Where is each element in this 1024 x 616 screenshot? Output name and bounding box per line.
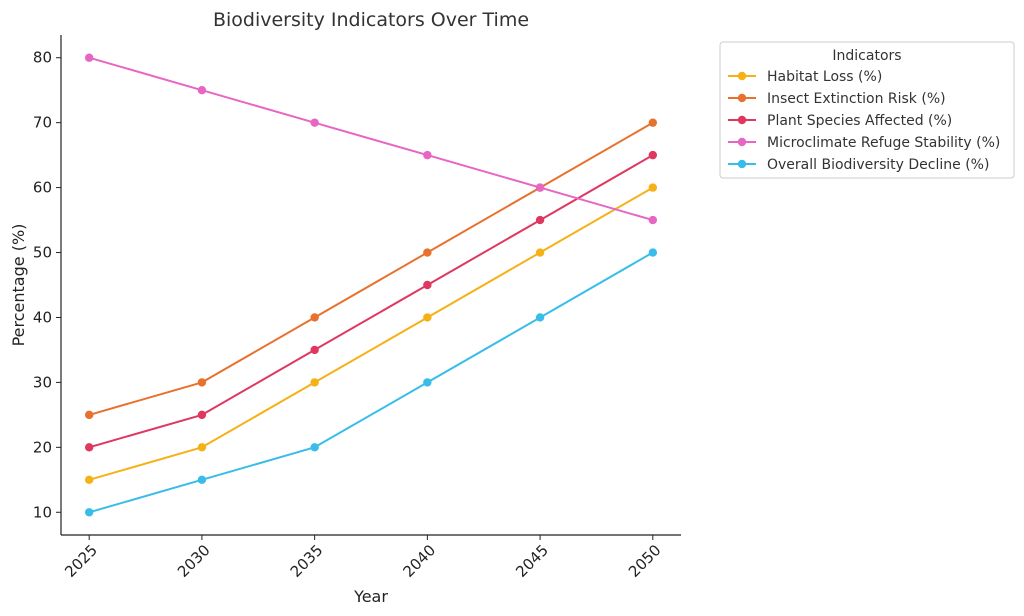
series-line: [88, 154, 654, 449]
series-4: [84, 53, 658, 225]
data-point: [197, 475, 207, 485]
y-tick-label: 30: [33, 373, 52, 391]
series-1: [84, 183, 658, 485]
chart-title: Biodiversity Indicators Over Time: [213, 9, 529, 31]
y-axis-ticks: 10 20 30 40 50 60 70 80: [33, 49, 61, 521]
y-axis-title: Percentage (%): [9, 224, 28, 347]
legend-entries: Habitat Loss (%) Insect Extinction Risk (…: [728, 69, 1000, 173]
series-line: [88, 56, 654, 222]
legend-marker: [737, 93, 747, 103]
legend-entry: Plant Species Affected (%): [728, 113, 952, 129]
x-tick-label: 2030: [174, 541, 214, 581]
data-point: [648, 248, 658, 257]
legend-label: Microclimate Refuge Stability (%): [767, 135, 1000, 151]
data-point: [197, 378, 207, 387]
x-axis-ticks: 2025 2030 2035 2040 2045 2050: [61, 535, 665, 581]
x-tick-label: 2025: [61, 541, 101, 581]
data-point: [84, 443, 94, 452]
data-point: [310, 118, 319, 127]
data-point: [535, 183, 545, 192]
data-point: [84, 475, 94, 485]
data-point: [648, 150, 658, 160]
data-point: [310, 378, 319, 387]
y-tick-label: 10: [33, 503, 52, 521]
data-point: [423, 378, 432, 387]
legend-entry: Overall Biodiversity Decline (%): [728, 157, 989, 173]
legend-entry: Habitat Loss (%): [728, 69, 882, 85]
data-point: [423, 248, 432, 257]
data-point: [648, 215, 658, 225]
data-point: [84, 508, 94, 517]
data-point: [310, 345, 319, 355]
legend-label: Habitat Loss (%): [767, 69, 882, 85]
legend: Indicators Habitat Loss (%) Insect Extinc…: [719, 41, 1015, 179]
legend-label: Insect Extinction Risk (%): [767, 91, 946, 107]
data-point: [84, 53, 94, 62]
axes: [60, 35, 681, 536]
series-5: [84, 248, 658, 517]
data-point: [197, 410, 207, 420]
series-line: [88, 121, 654, 416]
series-2: [84, 118, 658, 420]
data-point: [648, 183, 658, 192]
series-line: [88, 251, 654, 514]
x-tick-label: 2050: [625, 541, 665, 581]
series-3: [84, 150, 658, 452]
legend-entry: Insect Extinction Risk (%): [728, 91, 946, 107]
legend-marker: [737, 159, 747, 169]
x-tick-label: 2040: [399, 541, 439, 581]
legend-marker: [737, 115, 747, 125]
data-point: [197, 85, 207, 95]
y-tick-label: 40: [33, 308, 52, 326]
y-tick-label: 80: [33, 49, 52, 67]
data-point: [197, 443, 207, 452]
legend-title: Indicators: [832, 48, 901, 64]
data-point: [535, 248, 545, 257]
data-point: [310, 313, 319, 322]
legend-entry: Microclimate Refuge Stability (%): [728, 135, 1000, 151]
legend-label: Plant Species Affected (%): [767, 113, 952, 129]
y-tick-label: 50: [33, 244, 52, 262]
data-point: [423, 150, 432, 160]
data-point: [648, 118, 658, 127]
y-tick-label: 20: [33, 438, 52, 456]
series-line: [88, 186, 654, 481]
y-tick-label: 60: [33, 179, 52, 197]
data-point: [535, 313, 545, 322]
x-axis-title: Year: [353, 587, 388, 606]
x-tick-label: 2045: [512, 541, 552, 581]
legend-frame: [719, 41, 1015, 179]
series-layer: [84, 53, 658, 517]
legend-marker: [737, 71, 747, 81]
y-tick-label: 70: [33, 114, 52, 132]
x-tick-label: 2035: [287, 541, 327, 581]
legend-label: Overall Biodiversity Decline (%): [767, 157, 989, 173]
data-point: [423, 313, 432, 322]
data-point: [310, 443, 319, 452]
legend-marker: [737, 137, 747, 147]
data-point: [84, 410, 94, 420]
data-point: [423, 280, 432, 290]
data-point: [535, 215, 545, 225]
